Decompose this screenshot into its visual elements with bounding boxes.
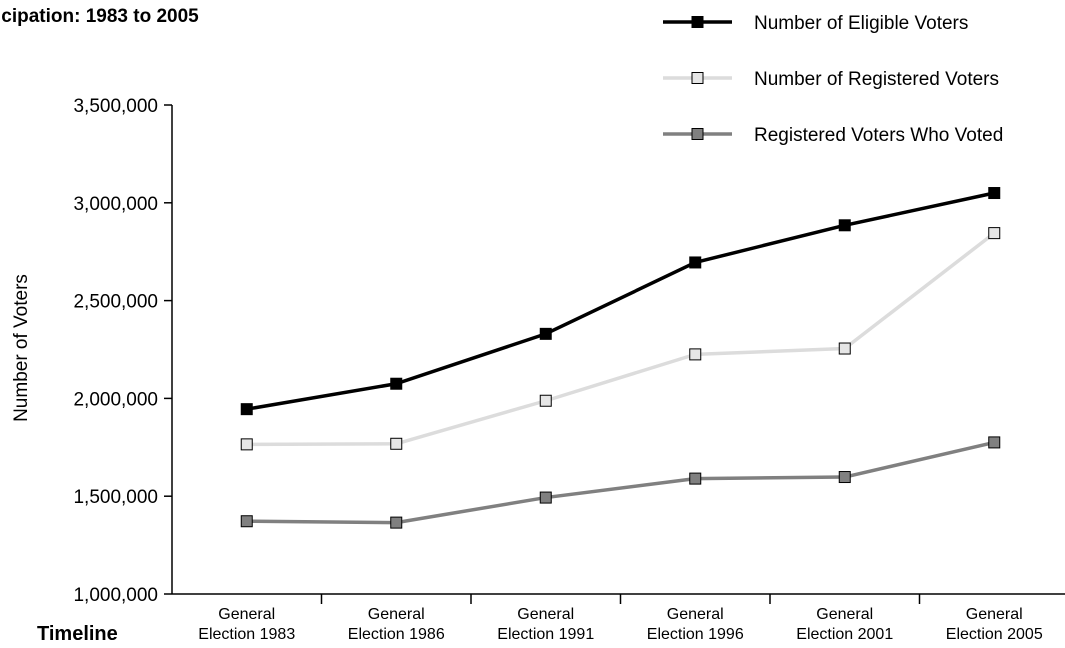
x-tick-label: General Election 1996 (647, 606, 744, 643)
x-tick-label-line: General (368, 606, 425, 623)
series-marker (838, 342, 851, 355)
x-tick-label: General Election 2001 (796, 606, 893, 643)
y-axis-ticks: 1,000,000 1,500,000 2,000,000 2,500,000 3,00… (73, 96, 172, 606)
legend-marker (691, 72, 704, 84)
x-tick-label-line: General (816, 606, 873, 623)
series-marker (390, 437, 403, 450)
legend-marker (691, 128, 704, 140)
series-marker (838, 471, 851, 484)
y-tick-label: 2,000,000 (73, 389, 158, 410)
legend-marker (691, 16, 704, 28)
legend-label: Number of Eligible Voters (754, 13, 968, 34)
y-tick-label: 3,000,000 (73, 194, 158, 215)
y-tick-label: 1,500,000 (73, 487, 158, 508)
series-marker (390, 516, 403, 529)
series-line (246, 231, 996, 447)
x-tick-label-line: Election 1991 (497, 626, 594, 643)
series-marker (539, 491, 552, 504)
x-tick-label: General Election 1986 (348, 606, 445, 643)
y-tick-label: 3,500,000 (73, 96, 158, 117)
x-tick-label-line: General (667, 606, 724, 623)
x-tick-label: General Election 2005 (946, 606, 1043, 643)
series-marker (689, 348, 702, 361)
x-tick-label: General Election 1983 (198, 606, 295, 643)
y-axis-title: Number of Voters (11, 274, 32, 422)
x-tick-label-line: Election 1983 (198, 626, 295, 643)
x-tick-label-line: Election 2005 (946, 626, 1043, 643)
series-marker (689, 256, 702, 269)
series-marker (240, 403, 253, 416)
series-line (246, 440, 995, 525)
x-tick-label-line: General (218, 606, 275, 623)
series-marker (988, 227, 1001, 240)
y-tick-label: 1,000,000 (73, 585, 158, 606)
legend-label: Registered Voters Who Voted (754, 125, 1003, 146)
x-tick-label-line: Election 2001 (796, 626, 893, 643)
series-marker (988, 436, 1001, 449)
series-line (246, 191, 995, 411)
series-marker (240, 438, 253, 451)
series-marker (689, 472, 702, 485)
x-tick-label-line: Election 1986 (348, 626, 445, 643)
series-marker (539, 327, 552, 340)
y-tick-label: 2,500,000 (73, 292, 158, 313)
series-layer (240, 187, 1001, 529)
series-marker (240, 515, 253, 528)
legend-label: Number of Registered Voters (754, 69, 999, 90)
x-axis-title: Timeline (37, 623, 118, 645)
x-tick-label-line: Election 1996 (647, 626, 744, 643)
chart-legend: Number of Eligible Voters Number of Regis… (663, 13, 1003, 146)
series-marker (838, 219, 851, 232)
x-tick-label-line: General (966, 606, 1023, 623)
series-marker (539, 394, 552, 407)
series-marker (390, 377, 403, 390)
x-tick-label-line: General (517, 606, 574, 623)
x-axis-ticks: General Election 1983 General Election 1986… (198, 594, 1043, 643)
series-marker (988, 187, 1001, 200)
x-tick-label: General Election 1991 (497, 606, 594, 643)
chart-title: icipation: 1983 to 2005 (0, 6, 199, 27)
